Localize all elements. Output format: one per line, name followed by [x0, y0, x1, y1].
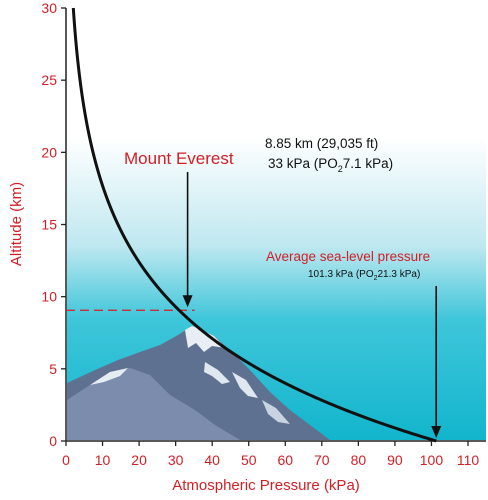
y-tick-label: 15 — [41, 217, 57, 233]
x-ticks: 0 10 20 30 40 50 60 70 80 90 100 110 — [62, 441, 479, 468]
mountain-illustration — [67, 326, 330, 440]
x-tick-label: 60 — [277, 452, 293, 468]
y-tick-label: 10 — [41, 289, 57, 305]
everest-pressure-note: 33 kPa (PO27.1 kPa) — [268, 156, 393, 174]
y-axis-title: Altitude (km) — [8, 182, 25, 266]
y-tick-label: 5 — [49, 361, 57, 377]
pressure-altitude-curve — [71, 7, 437, 443]
y-tick-label: 25 — [41, 72, 57, 88]
everest-arrow-head — [182, 295, 193, 308]
x-tick-label: 90 — [387, 452, 403, 468]
x-tick-label: 10 — [95, 452, 111, 468]
everest-label: Mount Everest — [124, 149, 234, 168]
x-tick-label: 20 — [131, 452, 147, 468]
x-tick-label: 0 — [62, 452, 70, 468]
sea-level-pressure-note: 101.3 kPa (PO221.3 kPa) — [308, 269, 420, 282]
y-ticks: 0 5 10 15 20 25 30 — [41, 0, 66, 449]
x-tick-label: 50 — [241, 452, 257, 468]
sea-level-label: Average sea-level pressure — [266, 249, 430, 264]
x-tick-label: 80 — [351, 452, 367, 468]
y-tick-label: 0 — [49, 433, 57, 449]
sea-level-arrow-head — [431, 426, 442, 438]
everest-altitude-note: 8.85 km (29,035 ft) — [265, 136, 378, 151]
y-tick-label: 30 — [41, 0, 57, 16]
x-tick-label: 30 — [168, 452, 184, 468]
x-tick-label: 40 — [204, 452, 220, 468]
x-axis-title: Atmospheric Pressure (kPa) — [172, 477, 360, 494]
y-tick-label: 20 — [41, 144, 57, 160]
x-tick-label: 100 — [420, 452, 444, 468]
x-tick-label: 70 — [314, 452, 330, 468]
x-tick-label: 110 — [457, 452, 480, 468]
